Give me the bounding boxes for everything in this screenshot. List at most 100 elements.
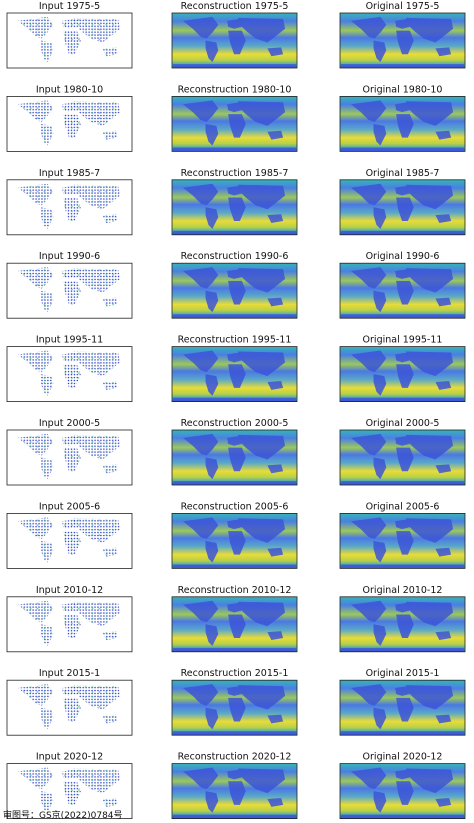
panel-frame (6, 96, 133, 152)
panel-frame (6, 513, 133, 569)
panel-title: Reconstruction 2005-6 (181, 501, 289, 512)
panel-frame (339, 262, 466, 319)
panel-frame (339, 679, 466, 736)
panel-title: Original 2005-6 (366, 501, 440, 512)
panel-title: Input 1995-11 (36, 335, 103, 346)
panel-title: Reconstruction 2010-12 (178, 585, 292, 596)
panel-frame (6, 346, 133, 403)
original-panel: Original 1995-11 (339, 335, 466, 403)
panel-frame (171, 596, 298, 653)
original-panel: Original 1990-6 (339, 251, 466, 319)
panel-title: Input 1980-10 (36, 84, 103, 95)
polar-mask (7, 396, 132, 402)
panel-title: Input 2015-1 (39, 668, 100, 679)
panel-title: Reconstruction 2000-5 (181, 418, 289, 429)
panel-frame (339, 596, 466, 653)
reconstruction-panel: Reconstruction 1980-10 (171, 84, 298, 152)
original-panel: Original 2010-12 (339, 585, 466, 653)
input-panel: Input 1985-7 (6, 168, 133, 236)
footer-note: 审图号：GS京(2022)0784号 (3, 809, 123, 821)
original-panel: Original 1975-5 (339, 1, 466, 69)
reconstruction-panel: Reconstruction 2015-1 (171, 668, 298, 736)
original-panel: Original 2000-5 (339, 418, 466, 486)
panel-title: Original 1980-10 (363, 84, 443, 95)
input-panel: Input 2010-12 (6, 585, 133, 653)
polar-mask (7, 146, 132, 152)
reconstruction-panel: Reconstruction 2020-12 (171, 752, 298, 819)
reconstruction-panel: Reconstruction 1985-7 (171, 168, 298, 236)
reconstruction-panel: Reconstruction 2010-12 (171, 585, 298, 653)
panel-title: Original 2010-12 (363, 585, 443, 596)
polar-mask (7, 563, 132, 569)
polar-mask (7, 646, 132, 652)
polar-mask (7, 313, 132, 319)
original-panel: Original 2015-1 (339, 668, 466, 736)
original-panel: Original 2005-6 (339, 501, 466, 569)
panel-title: Reconstruction 2015-1 (181, 668, 289, 679)
panel-title: Reconstruction 1980-10 (178, 84, 292, 95)
panel-frame (171, 429, 298, 486)
panel-grid: Input 1975-5 Reconstruction 1975-5 Origina… (6, 1, 466, 819)
reconstruction-panel: Reconstruction 1995-11 (171, 335, 298, 403)
panel-title: Original 1975-5 (366, 1, 440, 12)
input-panel: Input 1995-11 (6, 335, 133, 403)
input-panel: Input 1990-6 (6, 251, 133, 319)
panel-frame (339, 763, 466, 819)
polar-mask (7, 480, 132, 485)
panel-frame (339, 96, 466, 152)
panel-title: Original 2000-5 (366, 418, 440, 429)
reconstruction-panel: Reconstruction 2000-5 (171, 418, 298, 486)
reconstruction-panel: Reconstruction 1975-5 (171, 1, 298, 69)
polar-mask (7, 730, 132, 736)
panel-frame (171, 262, 298, 319)
panel-frame (171, 96, 298, 152)
panel-title: Reconstruction 1995-11 (178, 335, 292, 346)
input-panel: Input 1975-5 (6, 1, 133, 69)
panel-frame (339, 12, 466, 69)
panel-title: Original 1995-11 (363, 335, 443, 346)
panel-frame (339, 429, 466, 486)
input-panel: Input 2015-1 (6, 668, 133, 736)
panel-frame (6, 596, 133, 653)
panel-title: Input 2020-12 (36, 752, 103, 763)
original-panel: Original 2020-12 (339, 752, 466, 819)
panel-title: Reconstruction 2020-12 (178, 752, 292, 763)
panel-frame (339, 513, 466, 569)
input-panel: Input 2005-6 (6, 501, 133, 569)
panel-frame (6, 763, 133, 819)
original-panel: Original 1985-7 (339, 168, 466, 236)
panel-title: Input 1990-6 (39, 251, 100, 262)
panel-title: Input 2010-12 (36, 585, 103, 596)
panel-title: Input 2000-5 (39, 418, 100, 429)
panel-frame (171, 346, 298, 403)
input-panel: Input 2020-12 (6, 752, 133, 819)
panel-frame (6, 12, 133, 69)
panel-title: Input 2005-6 (39, 501, 100, 512)
panel-title: Input 1985-7 (39, 168, 100, 179)
panel-title: Original 2020-12 (363, 752, 443, 763)
panel-frame (171, 679, 298, 736)
reconstruction-panel: Reconstruction 2005-6 (171, 501, 298, 569)
panel-title: Reconstruction 1975-5 (181, 1, 289, 12)
panel-frame (171, 179, 298, 236)
panel-title: Reconstruction 1990-6 (181, 251, 289, 262)
polar-mask (7, 63, 132, 68)
input-panel: Input 1980-10 (6, 84, 133, 152)
panel-title: Reconstruction 1985-7 (181, 168, 289, 179)
panel-title: Original 1990-6 (366, 251, 440, 262)
panel-frame (6, 262, 133, 319)
panel-frame (339, 179, 466, 236)
polar-mask (7, 813, 132, 819)
reconstruction-panel: Reconstruction 1990-6 (171, 251, 298, 319)
panel-title: Input 1975-5 (39, 1, 100, 12)
panel-frame (171, 513, 298, 569)
panel-frame (6, 179, 133, 236)
panel-frame (339, 346, 466, 403)
panel-frame (171, 763, 298, 819)
original-panel: Original 1980-10 (339, 84, 466, 152)
panel-frame (171, 12, 298, 69)
panel-title: Original 2015-1 (366, 668, 440, 679)
panel-frame (6, 429, 133, 486)
panel-frame (6, 679, 133, 736)
